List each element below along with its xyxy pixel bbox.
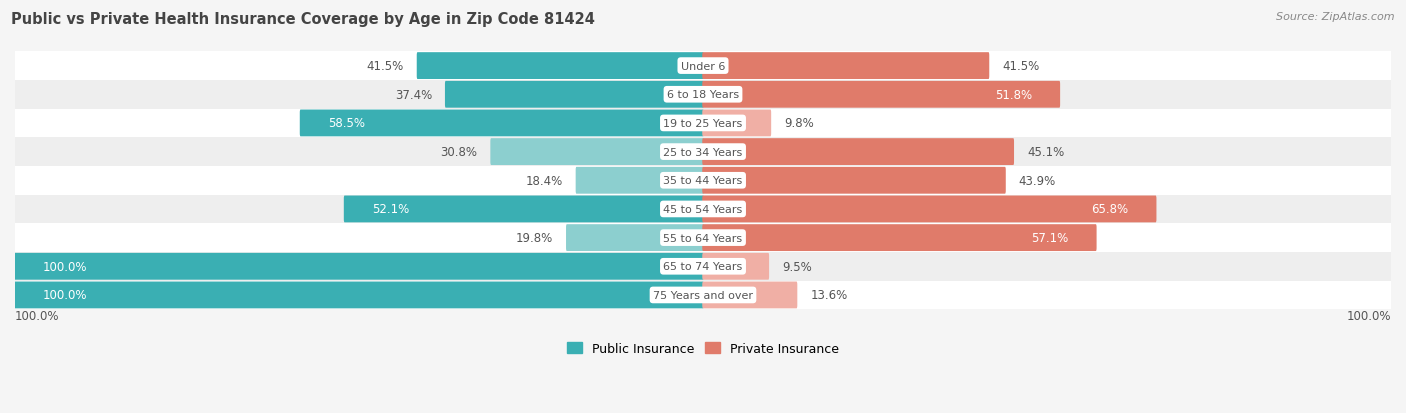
FancyBboxPatch shape bbox=[702, 82, 1060, 109]
Text: 57.1%: 57.1% bbox=[1031, 232, 1069, 244]
FancyBboxPatch shape bbox=[702, 253, 769, 280]
Bar bbox=[15, 52, 1391, 81]
Text: 30.8%: 30.8% bbox=[440, 146, 477, 159]
Text: 58.5%: 58.5% bbox=[328, 117, 366, 130]
Text: 75 Years and over: 75 Years and over bbox=[652, 290, 754, 300]
Bar bbox=[15, 109, 1391, 138]
Text: 6 to 18 Years: 6 to 18 Years bbox=[666, 90, 740, 100]
Text: 100.0%: 100.0% bbox=[1347, 309, 1391, 323]
Text: 55 to 64 Years: 55 to 64 Years bbox=[664, 233, 742, 243]
Bar bbox=[15, 224, 1391, 252]
FancyBboxPatch shape bbox=[702, 282, 797, 309]
Text: 100.0%: 100.0% bbox=[42, 289, 87, 302]
Text: 45 to 54 Years: 45 to 54 Years bbox=[664, 204, 742, 214]
FancyBboxPatch shape bbox=[14, 253, 704, 280]
FancyBboxPatch shape bbox=[575, 167, 704, 194]
Bar bbox=[15, 138, 1391, 166]
FancyBboxPatch shape bbox=[702, 53, 990, 80]
Text: 18.4%: 18.4% bbox=[526, 174, 562, 188]
Text: 25 to 34 Years: 25 to 34 Years bbox=[664, 147, 742, 157]
Text: Public vs Private Health Insurance Coverage by Age in Zip Code 81424: Public vs Private Health Insurance Cover… bbox=[11, 12, 595, 27]
Text: 19 to 25 Years: 19 to 25 Years bbox=[664, 119, 742, 128]
FancyBboxPatch shape bbox=[14, 282, 704, 309]
FancyBboxPatch shape bbox=[702, 110, 770, 137]
Text: Under 6: Under 6 bbox=[681, 62, 725, 71]
Text: 43.9%: 43.9% bbox=[1019, 174, 1056, 188]
Text: Source: ZipAtlas.com: Source: ZipAtlas.com bbox=[1277, 12, 1395, 22]
Text: 100.0%: 100.0% bbox=[15, 309, 59, 323]
Text: 100.0%: 100.0% bbox=[42, 260, 87, 273]
Text: 65.8%: 65.8% bbox=[1091, 203, 1128, 216]
Text: 13.6%: 13.6% bbox=[810, 289, 848, 302]
FancyBboxPatch shape bbox=[299, 110, 704, 137]
Bar bbox=[15, 281, 1391, 309]
Legend: Public Insurance, Private Insurance: Public Insurance, Private Insurance bbox=[562, 337, 844, 360]
Text: 9.8%: 9.8% bbox=[785, 117, 814, 130]
Bar bbox=[15, 252, 1391, 281]
Text: 45.1%: 45.1% bbox=[1026, 146, 1064, 159]
Text: 51.8%: 51.8% bbox=[994, 88, 1032, 102]
FancyBboxPatch shape bbox=[416, 53, 704, 80]
FancyBboxPatch shape bbox=[444, 82, 704, 109]
Bar bbox=[15, 195, 1391, 224]
Text: 37.4%: 37.4% bbox=[395, 88, 432, 102]
FancyBboxPatch shape bbox=[702, 196, 1157, 223]
Text: 65 to 74 Years: 65 to 74 Years bbox=[664, 262, 742, 272]
FancyBboxPatch shape bbox=[702, 225, 1097, 252]
Text: 41.5%: 41.5% bbox=[1002, 60, 1039, 73]
Text: 35 to 44 Years: 35 to 44 Years bbox=[664, 176, 742, 186]
Text: 52.1%: 52.1% bbox=[373, 203, 409, 216]
FancyBboxPatch shape bbox=[491, 139, 704, 166]
FancyBboxPatch shape bbox=[702, 139, 1014, 166]
FancyBboxPatch shape bbox=[702, 167, 1005, 194]
Bar bbox=[15, 81, 1391, 109]
Bar bbox=[15, 166, 1391, 195]
FancyBboxPatch shape bbox=[344, 196, 704, 223]
Text: 9.5%: 9.5% bbox=[782, 260, 811, 273]
FancyBboxPatch shape bbox=[567, 225, 704, 252]
Text: 19.8%: 19.8% bbox=[516, 232, 553, 244]
Text: 41.5%: 41.5% bbox=[367, 60, 404, 73]
